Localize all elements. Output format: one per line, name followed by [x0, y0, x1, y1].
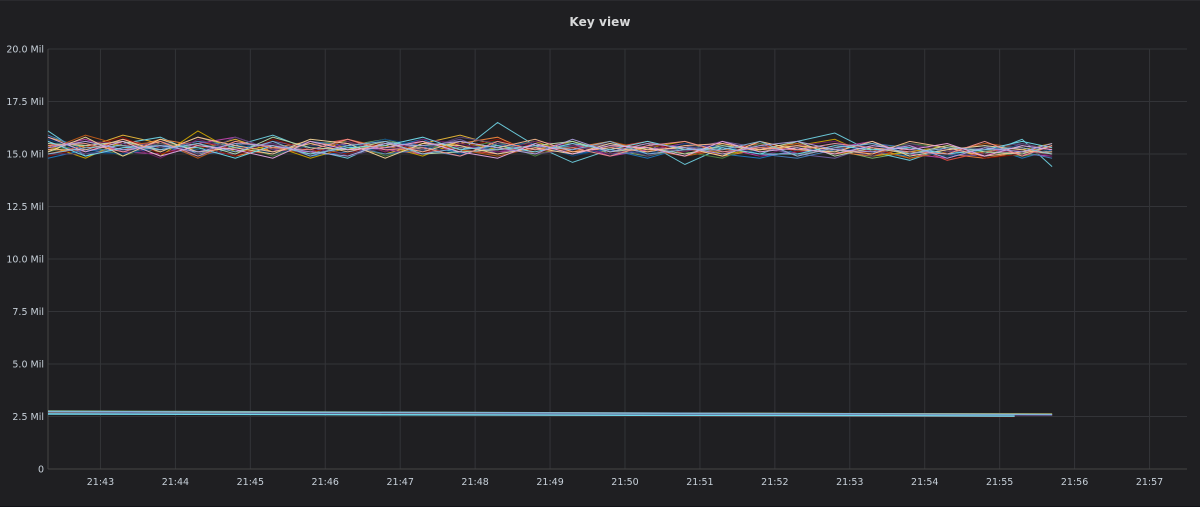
- low-series-group: [47, 410, 1053, 418]
- y-axis: 0 2.5 Mil 5.0 Mil 7.5 Mil 10.0 Mil 12.5 Mil 15…: [6, 45, 44, 476]
- high-series-group: [47, 121, 1053, 167]
- x-tick-label: 21:49: [536, 477, 563, 488]
- x-tick-label: 21:50: [611, 477, 638, 488]
- y-tick-label: 15.0 Mil: [6, 150, 44, 161]
- y-tick-label: 10.0 Mil: [6, 255, 44, 266]
- x-tick-label: 21:54: [911, 477, 938, 488]
- y-tick-label: 20.0 Mil: [6, 45, 44, 56]
- x-tick-label: 21:46: [312, 477, 339, 488]
- y-tick-label: 5.0 Mil: [12, 360, 44, 371]
- x-tick-label: 21:48: [461, 477, 488, 488]
- panel-title[interactable]: Key view: [569, 15, 631, 29]
- y-tick-label: 7.5 Mil: [12, 307, 44, 318]
- x-tick-label: 21:52: [761, 477, 788, 488]
- x-tick-label: 21:44: [162, 477, 189, 488]
- x-tick-label: 21:51: [686, 477, 713, 488]
- x-tick-label: 21:53: [836, 477, 863, 488]
- grid: [47, 48, 1187, 470]
- x-tick-label: 21:55: [986, 477, 1013, 488]
- x-tick-label: 21:45: [237, 477, 264, 488]
- low-series-line: [47, 413, 1015, 417]
- x-tick-label: 21:43: [87, 477, 114, 488]
- x-tick-label: 21:57: [1136, 477, 1163, 488]
- x-tick-label: 21:56: [1061, 477, 1088, 488]
- y-tick-label: 12.5 Mil: [6, 202, 44, 213]
- high-series-line: [47, 138, 1053, 159]
- low-series-line: [47, 412, 1053, 416]
- y-tick-label: 2.5 Mil: [12, 412, 44, 423]
- low-series-line: [47, 410, 1053, 416]
- y-tick-label: 17.5 Mil: [6, 97, 44, 108]
- x-tick-label: 21:47: [386, 477, 413, 488]
- x-axis: 21:43 21:44 21:45 21:46 21:47 21:48 21:49 21:50…: [87, 477, 1163, 488]
- y-tick-label: 0: [38, 465, 44, 476]
